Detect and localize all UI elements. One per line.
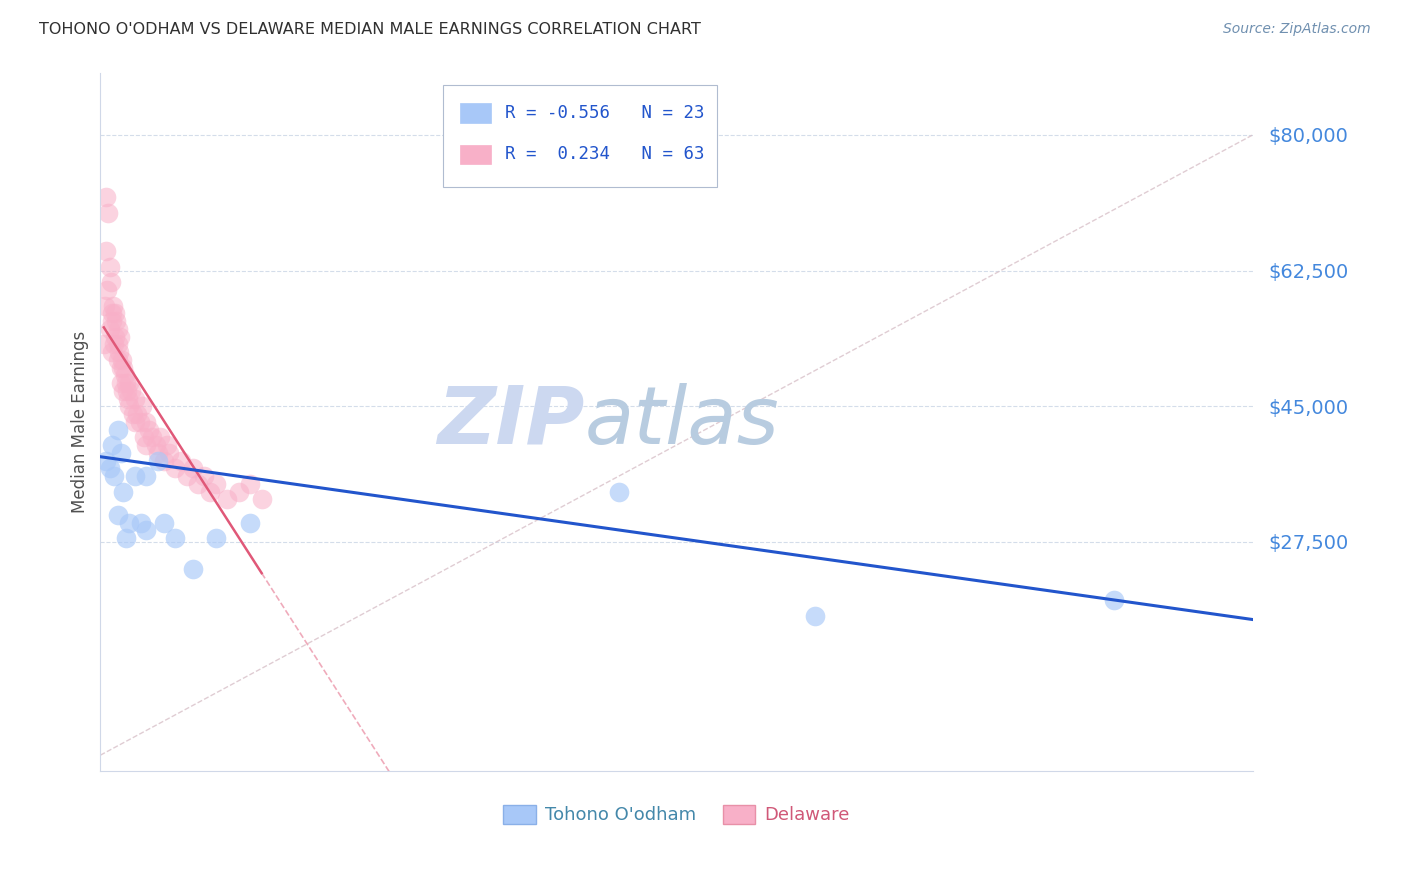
Point [110, 376, 132, 390]
Point [98, 461, 121, 475]
Point [110, 360, 132, 375]
Point [117, 392, 139, 406]
Point [98, 260, 121, 274]
Point [181, 461, 204, 475]
Point [217, 492, 239, 507]
Point [97, 205, 120, 219]
Point [152, 453, 174, 467]
Point [149, 430, 172, 444]
Point [118, 516, 141, 530]
Point [118, 400, 141, 414]
Y-axis label: Median Male Earnings: Median Male Earnings [72, 331, 89, 513]
Point [124, 469, 146, 483]
Point [111, 352, 134, 367]
Text: TOHONO O'ODHAM VS DELAWARE MEDIAN MALE EARNINGS CORRELATION CHART: TOHONO O'ODHAM VS DELAWARE MEDIAN MALE E… [39, 22, 702, 37]
Text: Source: ZipAtlas.com: Source: ZipAtlas.com [1223, 22, 1371, 37]
Point [135, 469, 157, 483]
Point [110, 446, 132, 460]
Point [112, 484, 135, 499]
Point [134, 430, 156, 444]
Point [187, 476, 209, 491]
Point [94, 244, 117, 259]
Point [115, 384, 138, 398]
Point [103, 469, 125, 483]
Point [94, 190, 117, 204]
Point [112, 384, 135, 398]
Point [107, 345, 129, 359]
Point [250, 492, 273, 507]
Point [165, 531, 187, 545]
Point [176, 469, 198, 483]
Point [114, 376, 136, 390]
Point [204, 531, 226, 545]
Point [107, 508, 129, 522]
Point [104, 306, 127, 320]
Point [198, 484, 221, 499]
Point [803, 608, 825, 623]
Point [114, 368, 136, 383]
Point [112, 360, 135, 375]
Point [93, 337, 115, 351]
Point [127, 407, 149, 421]
Point [152, 516, 174, 530]
Point [1104, 593, 1126, 607]
Point [239, 516, 262, 530]
Point [101, 306, 124, 320]
Point [118, 376, 141, 390]
Point [94, 453, 117, 467]
Point [105, 314, 128, 328]
Point [107, 352, 129, 367]
Point [101, 345, 124, 359]
Text: atlas: atlas [585, 383, 779, 461]
Point [138, 423, 160, 437]
Point [96, 283, 118, 297]
Point [165, 461, 187, 475]
Point [121, 384, 143, 398]
Point [124, 392, 146, 406]
Point [108, 329, 131, 343]
Point [104, 329, 127, 343]
Point [135, 524, 157, 538]
Point [170, 453, 193, 467]
Point [121, 407, 143, 421]
Point [131, 400, 153, 414]
Point [94, 299, 117, 313]
Point [193, 469, 215, 483]
Point [146, 446, 169, 460]
Point [107, 322, 129, 336]
Point [100, 275, 122, 289]
Point [204, 476, 226, 491]
Text: R = -0.556   N = 23: R = -0.556 N = 23 [505, 104, 704, 122]
Point [146, 453, 169, 467]
Point [129, 516, 152, 530]
Point [607, 484, 630, 499]
Point [135, 438, 157, 452]
Point [135, 415, 157, 429]
Point [181, 562, 204, 576]
Point [103, 337, 125, 351]
Text: ZIP: ZIP [437, 383, 585, 461]
Point [124, 415, 146, 429]
Point [101, 438, 124, 452]
Point [98, 322, 121, 336]
Point [101, 314, 124, 328]
Point [228, 484, 250, 499]
Point [107, 337, 129, 351]
Point [145, 438, 167, 452]
Point [114, 531, 136, 545]
Point [156, 438, 179, 452]
Text: R =  0.234   N = 63: R = 0.234 N = 63 [505, 145, 704, 163]
Point [159, 446, 181, 460]
Point [141, 430, 163, 444]
Point [107, 423, 129, 437]
Point [239, 476, 262, 491]
Point [128, 415, 150, 429]
Legend: Tohono O'odham, Delaware: Tohono O'odham, Delaware [503, 805, 849, 824]
Point [101, 299, 124, 313]
